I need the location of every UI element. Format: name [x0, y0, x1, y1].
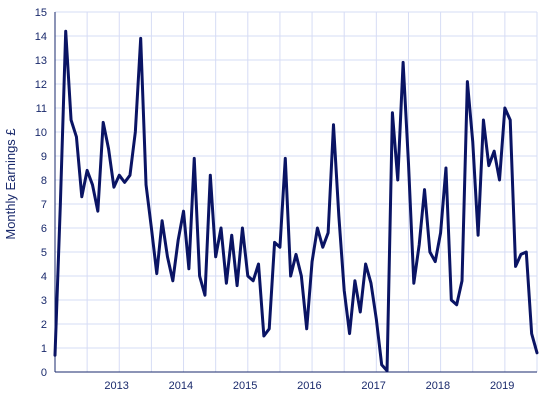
y-tick-label: 4 [41, 271, 47, 283]
y-tick-label: 10 [35, 127, 47, 139]
y-tick-label: 3 [41, 295, 47, 307]
y-tick-label: 9 [41, 151, 47, 163]
x-tick-label: 2017 [361, 380, 385, 392]
y-tick-label: 7 [41, 199, 47, 211]
y-tick-label: 1 [41, 343, 47, 355]
y-tick-label: 11 [36, 103, 47, 115]
x-tick-label: 2016 [297, 380, 321, 392]
x-tick-label: 2013 [104, 380, 128, 392]
y-tick-label: 13 [35, 55, 47, 67]
y-tick-label: 8 [41, 175, 47, 187]
y-tick-label: 2 [41, 319, 47, 331]
x-tick-label: 2014 [169, 380, 193, 392]
y-tick-label: 15 [35, 7, 47, 19]
axes [54, 12, 537, 373]
y-tick-label: 14 [35, 31, 47, 43]
series [53, 29, 539, 373]
y-axis-label: Monthly Earnings £ [3, 128, 18, 240]
y-tick-label: 12 [35, 79, 47, 91]
x-tick-label: 2018 [426, 380, 450, 392]
y-tick-label: 0 [41, 367, 47, 379]
y-tick-label: 6 [41, 223, 47, 235]
series-line [53, 29, 539, 373]
x-tick-label: 2019 [490, 380, 514, 392]
x-axis-ticks: 2013 2014 2015 2016 2017 2018 2019 [104, 380, 514, 392]
x-tick-label: 2015 [233, 380, 257, 392]
y-tick-label: 5 [41, 247, 47, 259]
